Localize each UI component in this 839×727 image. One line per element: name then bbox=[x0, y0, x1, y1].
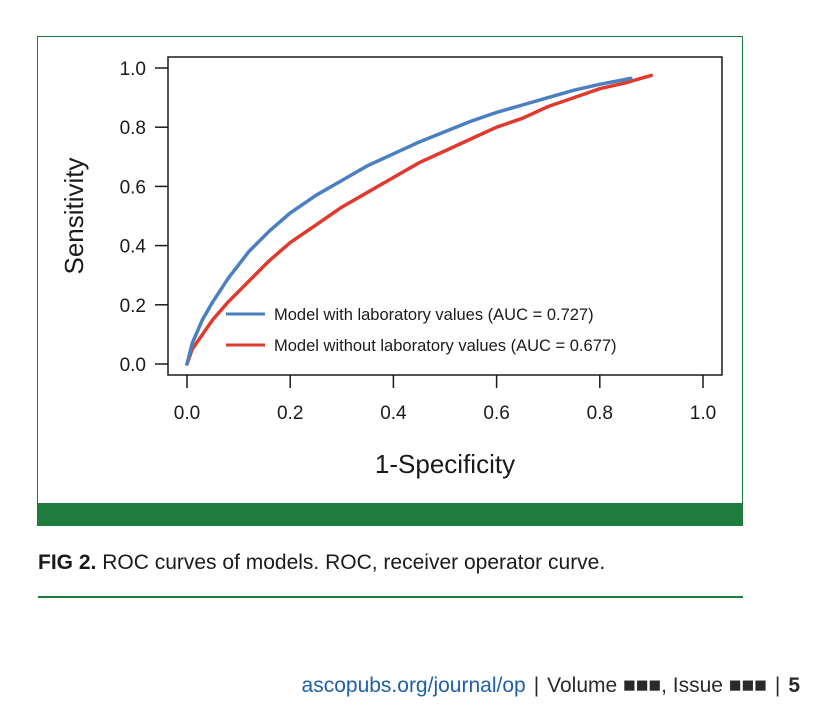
y-axis-label: Sensitivity bbox=[59, 157, 89, 274]
footer-separator: | bbox=[774, 674, 781, 697]
page-footer: ascopubs.org/journal/op | Volume ■■■, Issu… bbox=[302, 673, 800, 699]
y-tick-label: 0.0 bbox=[120, 355, 146, 376]
x-tick-label: 0.0 bbox=[174, 403, 200, 424]
legend-label: Model with laboratory values (AUC = 0.72… bbox=[274, 306, 594, 324]
caption-text: ROC curves of models. ROC, receiver oper… bbox=[102, 551, 606, 574]
y-tick-label: 0.4 bbox=[120, 237, 147, 258]
x-axis-ticks: 0.0 0.2 0.4 0.6 0.8 1.0 bbox=[174, 375, 716, 424]
y-tick-label: 0.2 bbox=[120, 296, 146, 317]
figure-caption: FIG 2. ROC curves of models. ROC, receiv… bbox=[38, 550, 758, 576]
caption-label: FIG 2. bbox=[38, 551, 97, 574]
x-axis-label: 1-Specificity bbox=[375, 449, 515, 479]
journal-link[interactable]: ascopubs.org/journal/op bbox=[301, 674, 526, 697]
plot-area bbox=[167, 56, 723, 376]
series-line bbox=[185, 76, 633, 366]
series-lines bbox=[185, 73, 654, 366]
figure-frame bbox=[37, 36, 743, 504]
y-tick-label: 0.6 bbox=[120, 177, 146, 198]
x-tick-label: 0.8 bbox=[587, 403, 613, 424]
y-axis-ticks: 0.0 0.2 0.4 0.6 0.8 1.0 bbox=[120, 59, 168, 376]
legend: Model with laboratory values (AUC = 0.72… bbox=[226, 306, 617, 355]
footer-separator: | bbox=[533, 674, 540, 697]
x-tick-label: 0.6 bbox=[483, 403, 509, 424]
series-line bbox=[185, 73, 654, 366]
x-tick-label: 0.4 bbox=[380, 403, 407, 424]
legend-label: Model without laboratory values (AUC = 0… bbox=[274, 337, 617, 355]
figure-green-band bbox=[37, 503, 743, 526]
x-tick-label: 1.0 bbox=[690, 403, 716, 424]
page-number: 5 bbox=[788, 674, 800, 697]
y-tick-label: 0.8 bbox=[120, 118, 146, 139]
x-tick-label: 0.2 bbox=[277, 403, 303, 424]
caption-divider bbox=[38, 596, 743, 598]
volume-issue: Volume ■■■, Issue ■■■ bbox=[547, 674, 767, 697]
y-tick-label: 1.0 bbox=[120, 59, 146, 80]
